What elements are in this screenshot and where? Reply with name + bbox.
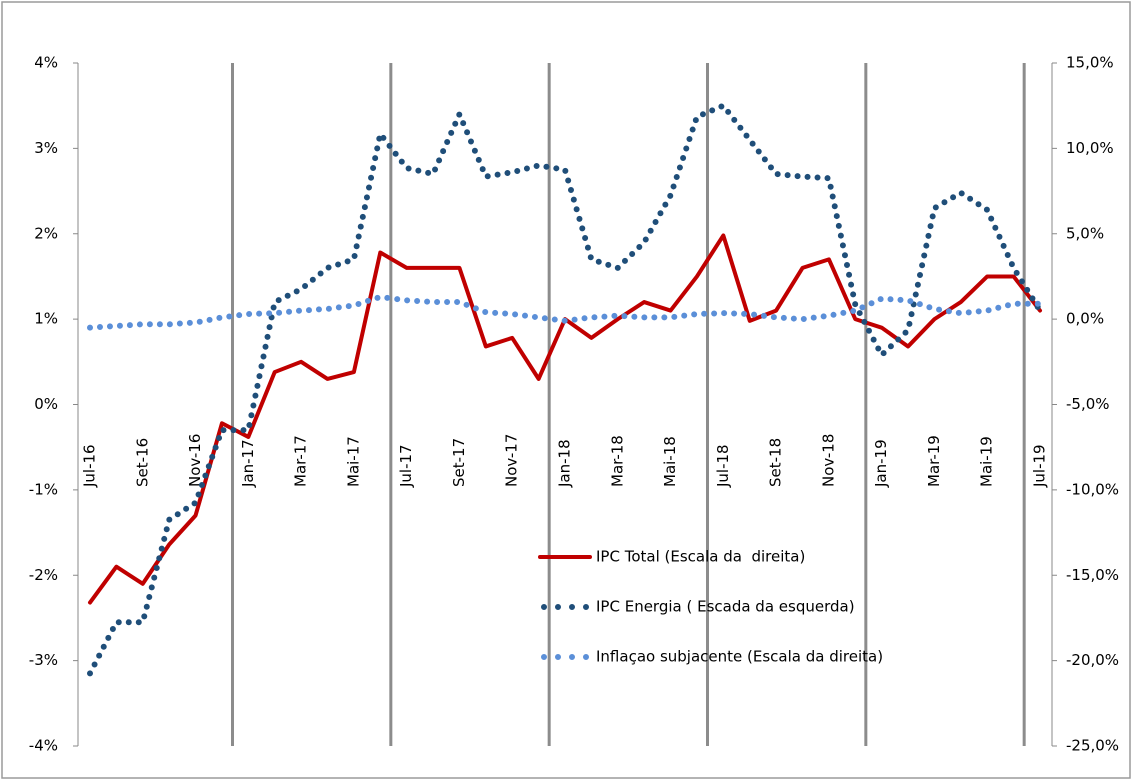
x-tick-label: Nov-18: [819, 434, 837, 487]
y2-tick-label: 10,0%: [1066, 139, 1114, 157]
y-tick-label: 4%: [34, 54, 58, 72]
legend-label: Inflaçao subjacente (Escala da direita): [596, 648, 883, 666]
y-tick-label: -1%: [29, 480, 58, 498]
y2-tick-label: -20,0%: [1066, 651, 1119, 669]
series-line: [87, 293, 1043, 331]
x-tick-label: Jul-16: [81, 444, 99, 488]
x-tick-label: Mar-19: [925, 435, 943, 487]
x-tick-label: Jul-17: [397, 444, 415, 488]
x-tick-label: Mar-17: [292, 435, 310, 487]
y-tick-label: 0%: [34, 395, 58, 413]
x-tick-label: Jul-18: [714, 444, 732, 488]
x-tick-label: Mar-18: [608, 435, 626, 487]
y2-tick-label: -10,0%: [1066, 480, 1119, 498]
y2-tick-label: 15,0%: [1066, 54, 1114, 72]
y-tick-label: -4%: [29, 737, 58, 755]
x-tick-label: Mai-19: [978, 436, 996, 487]
series-line: [87, 102, 1043, 677]
x-tick-label: Nov-16: [186, 434, 204, 487]
legend-label: IPC Energia ( Escada da esquerda): [596, 598, 855, 616]
legend-label: IPC Total (Escala da direita): [596, 548, 805, 566]
x-tick-label: Jan-17: [239, 439, 257, 488]
y-tick-label: -2%: [29, 566, 58, 584]
y2-tick-label: 5,0%: [1066, 224, 1104, 242]
x-tick-label: Jan-18: [556, 439, 574, 488]
y-tick-label: 2%: [34, 224, 58, 242]
x-tick-label: Set-18: [767, 438, 785, 487]
y2-tick-label: -25,0%: [1066, 737, 1119, 755]
y2-tick-label: -15,0%: [1066, 566, 1119, 584]
x-tick-label: Mai-18: [661, 436, 679, 487]
y-tick-label: -3%: [29, 651, 58, 669]
y2-tick-label: -5,0%: [1066, 395, 1110, 413]
y2-tick-label: 0,0%: [1066, 310, 1104, 328]
x-tick-label: Jul-19: [1031, 444, 1049, 488]
x-tick-label: Set-17: [450, 438, 468, 487]
y-tick-label: 3%: [34, 139, 58, 157]
x-tick-label: Jan-19: [872, 439, 890, 488]
y-tick-label: 1%: [34, 310, 58, 328]
x-tick-label: Set-16: [133, 438, 151, 487]
x-tick-label: Nov-17: [503, 434, 521, 487]
x-tick-label: Mai-17: [344, 436, 362, 487]
